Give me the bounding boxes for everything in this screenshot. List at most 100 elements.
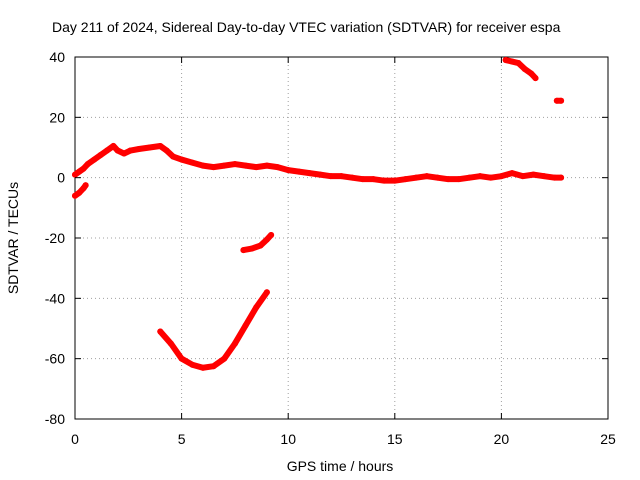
data-point-main-trace-52 [558,174,565,181]
data-point-main-trace-44 [477,173,484,180]
tick-layer: 0 5 10 15 20 25 -80 -60 -40 -20 0 20 40 [45,49,616,447]
data-point-deep-arc-1 [167,340,174,347]
y-axis-label: SDTVAR / TECUs [5,182,21,294]
data-point-main-trace-40 [434,174,441,181]
data-point-deep-arc-2 [178,355,185,362]
data-point-deep-arc-5 [210,363,217,370]
data-point-deep-arc-3 [189,361,196,368]
data-point-main-trace-36 [391,177,398,184]
data-point-main-trace-41 [445,176,452,183]
data-point-late-high-segment-5 [532,75,539,82]
x-tick-label-2: 10 [280,431,296,447]
x-tick-label-5: 25 [600,431,616,447]
data-point-main-trace-5 [97,152,104,159]
data-point-main-trace-23 [253,164,260,171]
data-point-isolated-point-0 [553,97,560,104]
data-point-main-trace-48 [519,173,526,180]
data-point-main-trace-0 [72,171,78,178]
y-tick-label-5: 20 [49,109,65,125]
data-point-main-trace-18 [199,162,206,169]
data-point-early-negative-segment-3 [82,182,89,189]
x-tick-label-3: 15 [387,431,403,447]
data-point-main-trace-47 [509,170,516,177]
x-tick-label-4: 20 [494,431,510,447]
data-point-mid-negative-segment-2 [257,242,264,249]
data-point-main-trace-22 [242,162,249,169]
data-point-main-trace-21 [231,161,238,168]
data-point-isolated-point-1 [558,97,565,104]
data-point-main-trace-6 [103,147,110,154]
data-point-deep-arc-10 [263,289,270,296]
data-point-late-high-segment-4 [528,70,535,77]
data-point-early-negative-segment-1 [76,189,83,196]
data-point-main-trace-38 [413,174,420,181]
data-point-main-trace-37 [402,176,409,183]
data-point-late-high-segment-1 [509,58,516,65]
data-point-late-high-segment-2 [515,60,522,67]
data-point-deep-arc-8 [242,322,249,329]
data-point-late-high-segment-3 [521,66,528,73]
data-point-main-trace-46 [498,173,505,180]
data-point-main-trace-2 [80,165,87,172]
data-point-main-trace-34 [370,176,377,183]
data-point-deep-arc-6 [221,355,228,362]
data-point-main-trace-51 [551,174,558,181]
data-point-main-trace-16 [178,156,185,163]
y-tick-label-0: -80 [45,411,65,427]
data-point-main-trace-50 [541,173,548,180]
data-point-late-high-segment-0 [502,57,509,64]
data-point-deep-arc-4 [199,364,206,371]
data-point-main-trace-39 [423,173,430,180]
y-tick-label-2: -40 [45,290,65,306]
data-point-deep-arc-9 [253,304,260,311]
data-point-main-trace-7 [110,142,117,149]
data-point-mid-negative-segment-0 [240,247,247,254]
data-point-main-trace-25 [274,164,281,171]
data-point-main-trace-42 [455,176,462,183]
data-point-early-negative-segment-0 [72,192,78,199]
data-point-main-trace-12 [146,144,153,151]
data-point-mid-negative-segment-4 [268,231,275,238]
y-tick-label-4: 0 [57,170,65,186]
data-point-main-trace-30 [327,173,334,180]
data-point-main-trace-15 [170,153,177,160]
data-point-main-trace-20 [221,162,228,169]
data-point-main-trace-4 [91,156,98,163]
data-point-main-trace-24 [263,162,270,169]
data-point-main-trace-28 [306,170,313,177]
data-point-main-trace-27 [295,168,302,175]
data-point-main-trace-32 [349,174,356,181]
data-point-main-trace-26 [285,167,292,174]
data-point-main-trace-33 [359,176,366,183]
data-point-main-trace-35 [381,177,388,184]
y-tick-label-6: 40 [49,49,65,65]
x-tick-label-1: 5 [178,431,186,447]
data-point-main-trace-45 [487,174,494,181]
data-point-deep-arc-7 [231,340,238,347]
data-point-main-trace-19 [210,164,217,171]
data-point-main-trace-49 [530,171,537,178]
data-point-main-trace-9 [121,150,128,157]
data-point-main-trace-17 [189,159,196,166]
series-layer [72,57,565,371]
data-point-main-trace-31 [338,173,345,180]
data-point-main-trace-3 [84,161,91,168]
data-point-mid-negative-segment-1 [248,245,255,252]
data-point-main-trace-11 [135,146,142,153]
data-point-main-trace-10 [127,147,134,154]
data-point-main-trace-43 [466,174,473,181]
data-point-main-trace-29 [317,171,324,178]
chart-title: Day 211 of 2024, Sidereal Day-to-day VTE… [52,19,561,35]
y-tick-label-3: -20 [45,230,65,246]
data-point-main-trace-13 [157,142,164,149]
y-tick-label-1: -60 [45,351,65,367]
data-point-deep-arc-0 [157,328,164,335]
data-point-main-trace-8 [114,147,121,154]
data-point-main-trace-14 [163,147,170,154]
data-point-main-trace-1 [76,168,83,175]
data-point-mid-negative-segment-3 [263,236,270,243]
x-axis-label: GPS time / hours [287,458,394,474]
x-tick-label-0: 0 [71,431,79,447]
